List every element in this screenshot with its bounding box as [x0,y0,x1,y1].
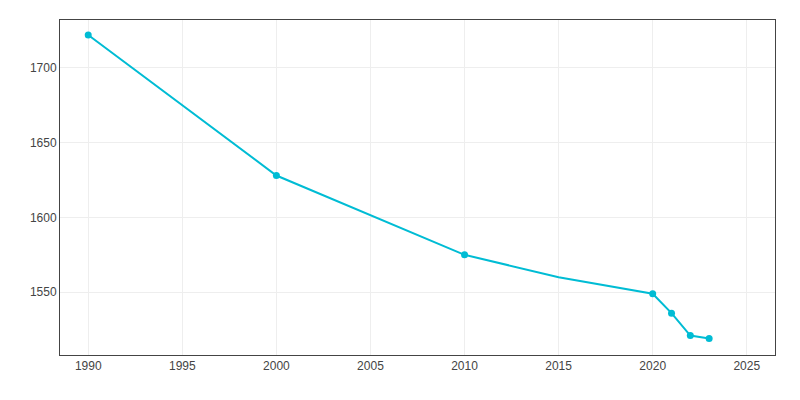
svg-text:2005: 2005 [357,359,384,373]
svg-text:1550: 1550 [30,285,57,299]
svg-text:2020: 2020 [639,359,666,373]
svg-text:2025: 2025 [733,359,760,373]
svg-text:1600: 1600 [30,211,57,225]
svg-text:2015: 2015 [545,359,572,373]
svg-text:2000: 2000 [263,359,290,373]
svg-text:2010: 2010 [451,359,478,373]
svg-text:1650: 1650 [30,136,57,150]
svg-text:1995: 1995 [169,359,196,373]
svg-text:1990: 1990 [75,359,102,373]
svg-text:1700: 1700 [30,61,57,75]
